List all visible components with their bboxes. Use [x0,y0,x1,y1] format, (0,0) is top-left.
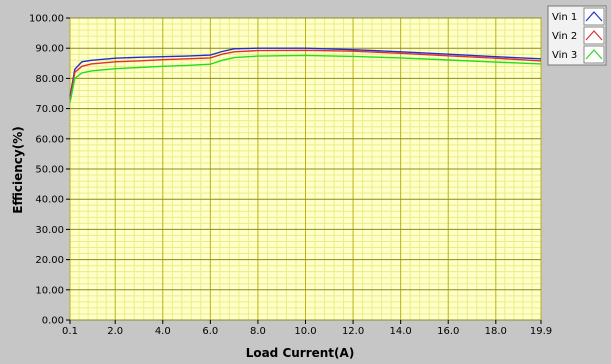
y-tick-label: 40.00 [35,195,64,206]
x-tick-label: 19.9 [530,326,552,337]
series-line-vin-2 [69,49,542,100]
legend: Vin 1 Vin 2 Vin 3 [547,5,607,66]
y-tick-label: 100.00 [29,14,64,25]
y-tick-label: 30.00 [35,225,64,236]
x-axis-title: Load Current(A) [246,346,355,360]
legend-swatch-box [583,26,605,45]
y-tick-label: 10.00 [35,285,64,296]
x-axis-ticks: 0.1 2.0 4.0 6.0 8.0 10.0 12.0 14.0 16.0 18.0 19.9 [62,320,552,337]
legend-swatch-line [585,49,603,60]
y-tick-label: 70.00 [35,104,64,115]
legend-swatch-box [583,45,605,64]
x-tick-label: 16.0 [437,326,459,337]
x-tick-label: 2.0 [107,326,123,337]
y-tick-label: 20.00 [35,255,64,266]
y-tick-label: 90.00 [35,44,64,55]
legend-label: Vin 1 [552,12,577,23]
series-layer [69,47,542,103]
y-axis-title: Efficiency(%) [11,126,25,213]
x-tick-label: 14.0 [390,326,412,337]
x-tick-label: 0.1 [62,326,78,337]
legend-label: Vin 3 [552,50,577,61]
y-tick-label: 60.00 [35,134,64,145]
x-tick-label: 8.0 [250,326,266,337]
y-tick-label: 80.00 [35,74,64,85]
y-tick-label: 0.00 [42,316,64,327]
x-tick-label: 18.0 [485,326,507,337]
legend-label: Vin 2 [552,31,577,42]
series-line-vin-3 [69,54,542,103]
major-grid [69,17,542,321]
x-tick-label: 12.0 [342,326,364,337]
series-line-vin-1 [69,47,542,97]
legend-swatch-line [585,11,603,22]
x-tick-label: 10.0 [294,326,316,337]
y-tick-label: 50.00 [35,165,64,176]
x-tick-label: 4.0 [155,326,171,337]
legend-swatch-box [583,7,605,26]
x-tick-label: 6.0 [202,326,218,337]
legend-swatch-line [585,30,603,41]
y-axis-ticks: 0.00 10.00 20.00 30.00 40.00 50.00 60.00 70.00 8… [29,14,70,327]
